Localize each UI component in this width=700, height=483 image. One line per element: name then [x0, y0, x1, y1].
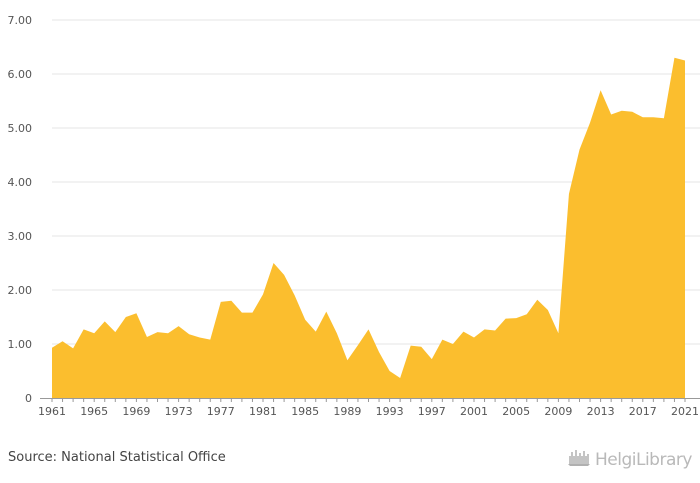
- gridlines: [52, 19, 700, 345]
- area-series: [52, 57, 685, 399]
- y-tick-label: 4.00: [8, 176, 33, 189]
- x-tick-label: 2009: [544, 405, 572, 418]
- y-tick-label: 7.00: [8, 14, 33, 27]
- x-tick-label: 1993: [376, 405, 404, 418]
- x-tick-label: 1973: [165, 405, 193, 418]
- x-tick-label: 2013: [587, 405, 615, 418]
- helgi-library-logo: HelgiLibrary: [567, 448, 692, 471]
- x-tick-label: 1981: [249, 405, 277, 418]
- x-tick-label: 2001: [460, 405, 488, 418]
- x-tick-label: 1969: [122, 405, 150, 418]
- x-tick-label: 1989: [333, 405, 361, 418]
- area-chart: 01.002.003.004.005.006.007.00 1961 1965 19…: [8, 14, 700, 418]
- helgi-library-logo-icon: [567, 448, 591, 471]
- x-tick-label: 1965: [80, 405, 108, 418]
- y-tick-label: 0: [25, 392, 32, 405]
- x-axis: 1961 1965 1969 1973 1977 1981 1985 1989 1993 1997…: [38, 398, 699, 418]
- y-tick-label: 1.00: [8, 338, 33, 351]
- y-tick-label: 5.00: [8, 122, 33, 135]
- x-tick-label: 2021: [671, 405, 699, 418]
- y-axis: 0 1.00 2.00 3.00 4.00 5.00 6.00 7.00: [8, 14, 33, 405]
- x-tick-label: 2005: [502, 405, 530, 418]
- x-tick-label: 2017: [629, 405, 657, 418]
- y-tick-label: 6.00: [8, 68, 33, 81]
- x-tick-label: 1977: [207, 405, 235, 418]
- x-tick-label: 1985: [291, 405, 319, 418]
- y-tick-label: 3.00: [8, 230, 33, 243]
- x-tick-label: 1961: [38, 405, 66, 418]
- helgi-library-logo-text: HelgiLibrary: [595, 449, 692, 470]
- x-tick-label: 1997: [418, 405, 446, 418]
- y-tick-label: 2.00: [8, 284, 33, 297]
- source-note: Source: National Statistical Office: [8, 450, 226, 465]
